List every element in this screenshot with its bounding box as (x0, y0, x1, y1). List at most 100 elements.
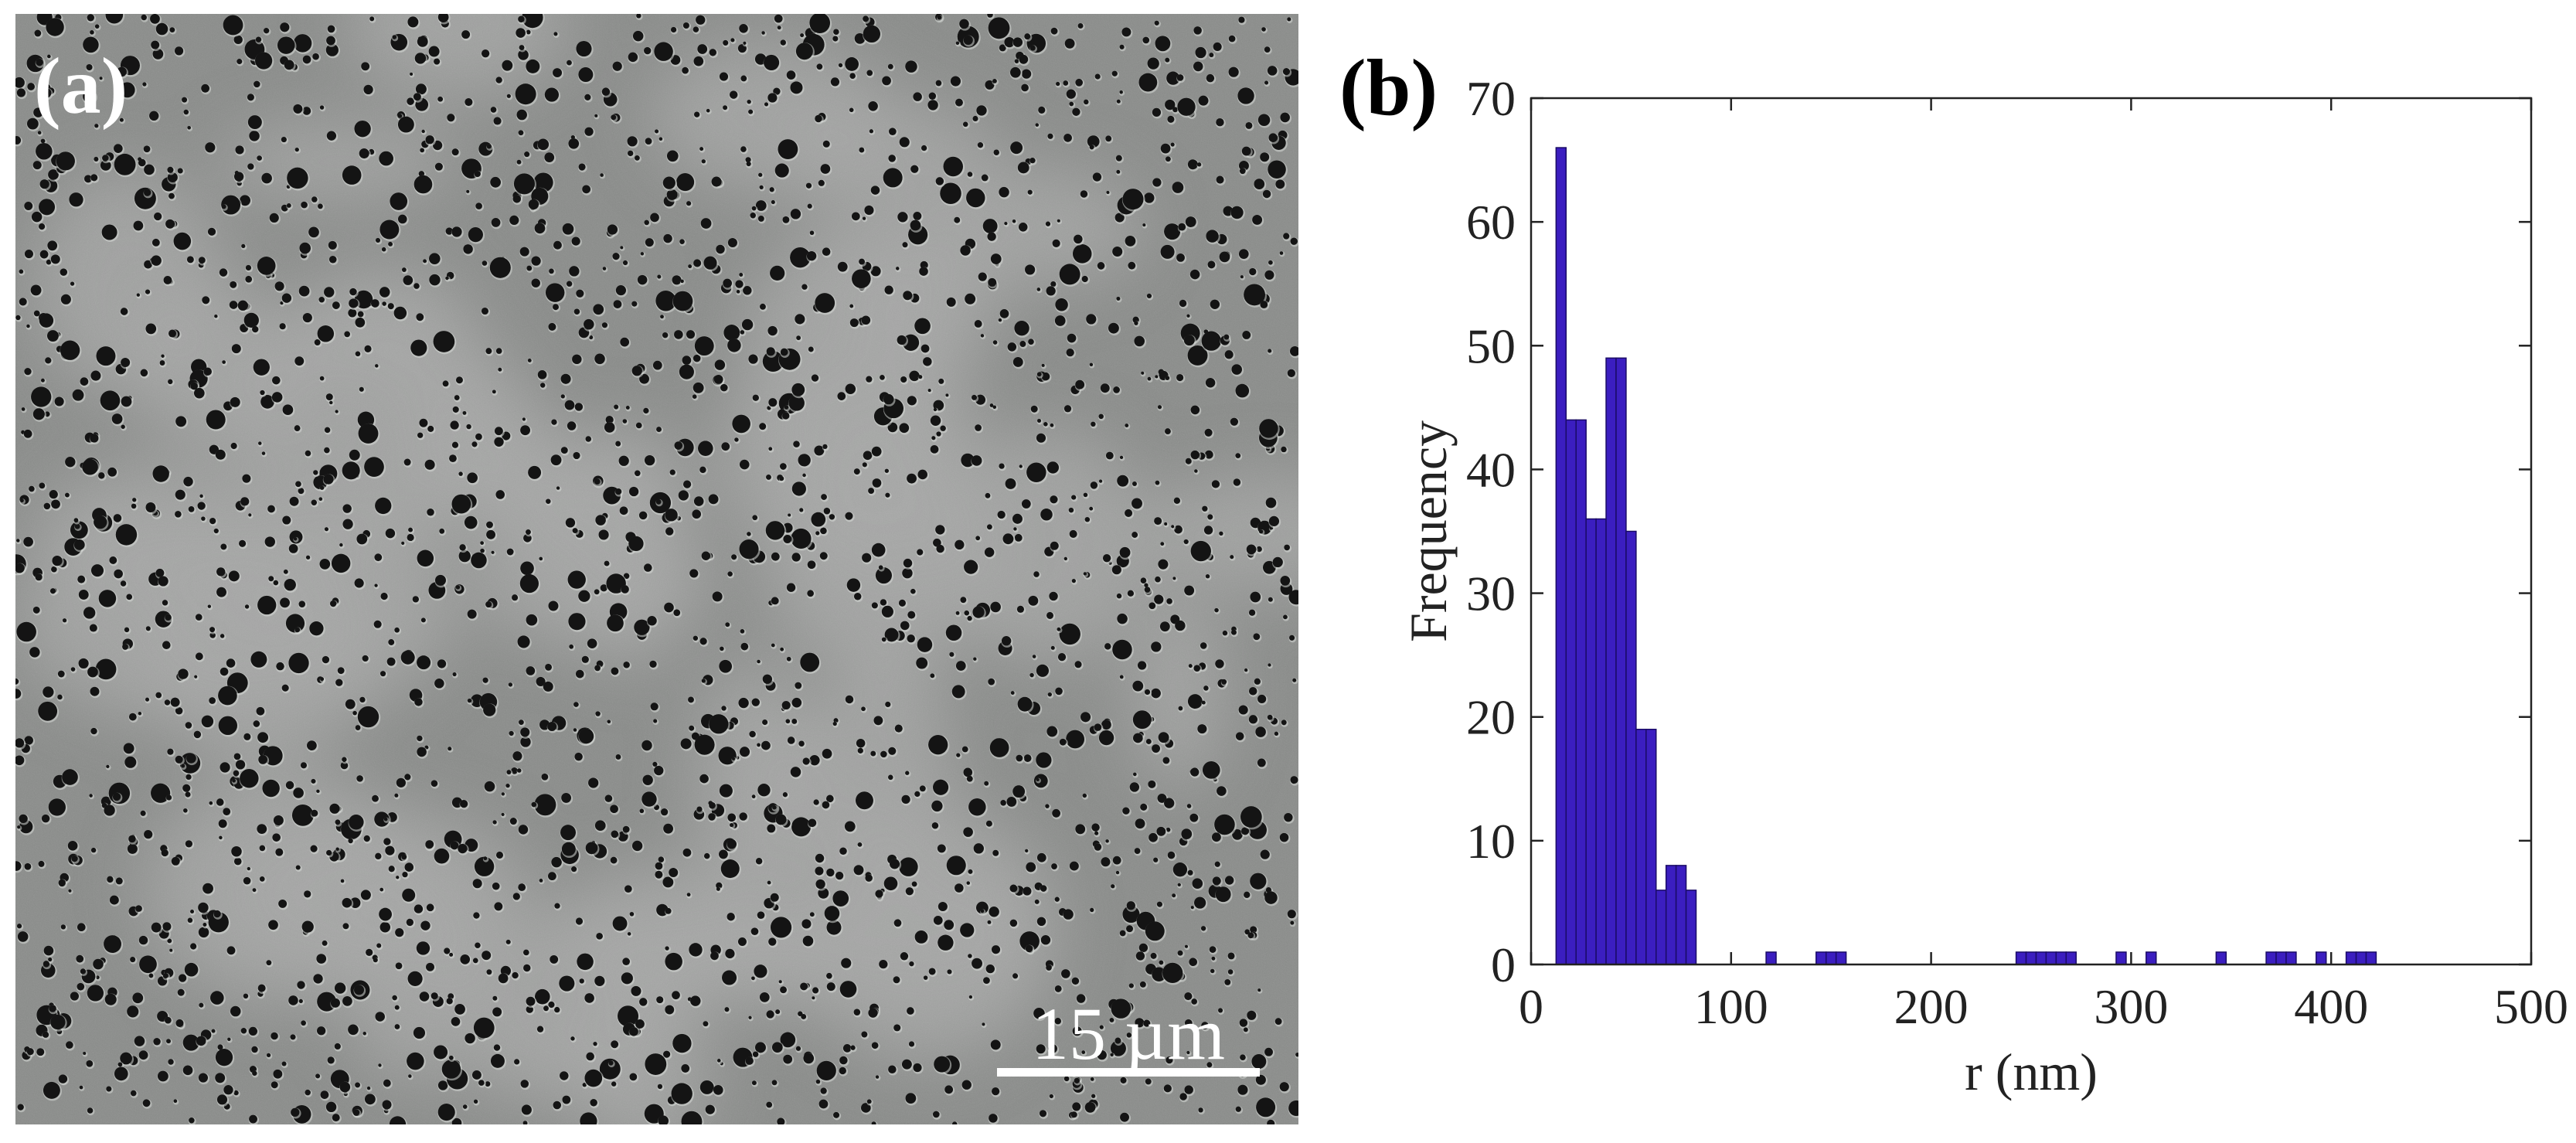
pore (800, 982, 808, 991)
pore (120, 580, 127, 587)
pore (1250, 591, 1261, 603)
pore (622, 825, 630, 833)
pore (460, 954, 471, 964)
pore (546, 498, 551, 504)
pore (585, 436, 592, 442)
pore (549, 268, 554, 274)
pore (1147, 376, 1152, 381)
pore (427, 425, 434, 432)
pore (387, 303, 394, 310)
pore (1025, 849, 1029, 853)
pore (1017, 696, 1033, 712)
pore (815, 293, 835, 313)
pore (354, 985, 365, 995)
pore (138, 935, 148, 945)
pore (130, 1090, 137, 1097)
pore (562, 1095, 571, 1104)
pore (71, 855, 78, 862)
pore (567, 570, 586, 589)
pore (907, 634, 915, 643)
pore (291, 1107, 300, 1117)
pore (498, 367, 502, 372)
pore (686, 893, 691, 897)
pore (856, 738, 866, 748)
pore (489, 257, 511, 278)
pore (839, 1056, 848, 1065)
pore (100, 390, 121, 411)
pore (967, 615, 972, 621)
pore (903, 558, 913, 568)
pore (151, 783, 171, 803)
pore (238, 539, 247, 547)
pore (161, 354, 165, 358)
pore (871, 543, 886, 557)
pore (458, 843, 468, 854)
pore (257, 984, 266, 992)
pore (164, 699, 171, 706)
pore (629, 1026, 638, 1036)
pore (214, 314, 218, 318)
pore (1244, 891, 1251, 899)
pore (634, 470, 641, 477)
pore (309, 621, 324, 636)
pore (334, 1043, 341, 1050)
pore (1165, 428, 1171, 435)
pore (1218, 1008, 1223, 1013)
pore (413, 175, 433, 194)
pore (468, 227, 483, 243)
pore (880, 599, 887, 606)
pore (252, 888, 257, 893)
pore (32, 161, 42, 170)
pore (481, 49, 490, 58)
pore (845, 57, 859, 71)
pore (241, 243, 246, 249)
pore (909, 961, 914, 967)
pore (553, 32, 558, 36)
pore (805, 182, 812, 189)
pore (1032, 655, 1036, 658)
pore (1257, 988, 1261, 992)
pore (43, 686, 54, 698)
pore (901, 794, 910, 805)
pore (963, 767, 973, 777)
pore (801, 919, 812, 929)
pore (1038, 106, 1046, 114)
pore (26, 324, 30, 328)
pore (1260, 152, 1270, 162)
pore (273, 580, 279, 586)
pore (748, 1015, 752, 1019)
pore (417, 36, 428, 47)
pore (596, 932, 603, 940)
pore (899, 137, 910, 148)
pore (1120, 1112, 1129, 1122)
pore (369, 16, 375, 22)
pore (672, 991, 680, 1000)
pore (1026, 862, 1036, 873)
pore (324, 427, 331, 434)
pore (737, 937, 747, 947)
pore (349, 287, 357, 296)
pore (513, 173, 535, 195)
pore (221, 204, 226, 209)
pore (237, 300, 248, 311)
pore (198, 1073, 209, 1083)
pore (396, 777, 406, 788)
pore (413, 904, 424, 913)
pore (1183, 539, 1189, 545)
pore (1247, 932, 1254, 939)
pore (32, 408, 45, 420)
pore (298, 600, 306, 607)
pore (1036, 752, 1052, 768)
pore (755, 1042, 766, 1053)
pore (1250, 873, 1267, 890)
pore (846, 578, 861, 592)
pore (348, 308, 357, 318)
pore (610, 805, 618, 814)
pore (1115, 155, 1122, 162)
pore (117, 1062, 123, 1067)
pore (32, 606, 40, 614)
pore (397, 116, 414, 133)
pore (966, 775, 973, 782)
pore (87, 985, 104, 1002)
pore (177, 168, 183, 174)
